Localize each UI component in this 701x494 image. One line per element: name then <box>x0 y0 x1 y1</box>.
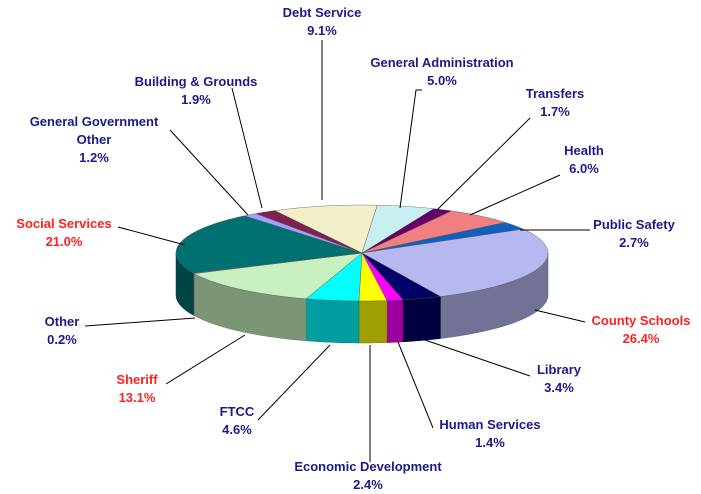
category-name: General Government Other <box>29 114 159 147</box>
slice-label: Sheriff 13.1% <box>97 371 177 407</box>
value-label: 1.7% <box>540 104 570 119</box>
slice-label: Building & Grounds 1.9% <box>121 73 271 109</box>
slice-label: Transfers 1.7% <box>495 85 615 121</box>
value-label: 2.7% <box>619 235 649 250</box>
pie-slice <box>361 222 525 254</box>
value-label: 3.4% <box>544 380 574 395</box>
category-name: Sheriff <box>116 372 158 387</box>
pie-slice <box>274 204 378 254</box>
value-label: 13.1% <box>118 390 156 405</box>
leader-line <box>165 334 246 385</box>
pie-side <box>386 299 404 343</box>
pie-slice <box>361 210 506 254</box>
leader-line <box>534 309 586 323</box>
category-name: Transfers <box>525 86 585 101</box>
leader-line <box>169 129 249 216</box>
value-label: 26.4% <box>622 331 660 346</box>
slice-label: General Government Other 1.2% <box>22 113 167 167</box>
slice-label: Public Safety 2.7% <box>574 216 694 252</box>
slice-label: County Schools 26.4% <box>571 312 701 348</box>
slice-label: Library 3.4% <box>499 361 619 397</box>
leader-line <box>84 317 196 327</box>
pie-slice <box>358 252 388 302</box>
slice-label: Human Services 1.4% <box>420 416 560 452</box>
slice-label: General Administration 5.0% <box>352 54 532 90</box>
category-name: Health <box>564 143 604 158</box>
category-name: Debt Service <box>282 5 362 20</box>
pie-side <box>402 296 441 343</box>
value-label: 6.0% <box>569 161 599 176</box>
slice-label: Other 0.2% <box>22 313 102 349</box>
value-label: 0.2% <box>47 332 77 347</box>
leader-line <box>469 174 561 216</box>
leader-line <box>399 89 422 209</box>
value-label: 2.4% <box>353 477 383 492</box>
leader-line <box>424 339 531 377</box>
value-label: 9.1% <box>307 23 337 38</box>
slice-label: Social Services 21.0% <box>0 215 129 251</box>
category-name: FTCC <box>219 404 255 419</box>
pie-slice <box>255 210 363 254</box>
category-name: Economic Development <box>294 459 442 474</box>
pie-side <box>305 298 360 344</box>
leader-line <box>397 341 434 429</box>
pie-slice <box>361 204 435 254</box>
category-name: General Administration <box>370 55 514 70</box>
value-label: 4.6% <box>222 422 252 437</box>
value-label: 5.0% <box>427 73 457 88</box>
category-name: Human Services <box>439 417 541 432</box>
pie-side <box>358 300 388 344</box>
leader-line <box>231 87 263 209</box>
category-name: Public Safety <box>593 217 675 232</box>
pie-slice <box>361 252 442 301</box>
pie-slice <box>175 215 363 274</box>
pie-slice <box>193 252 363 300</box>
slice-label: FTCC 4.6% <box>197 403 277 439</box>
slice-label: Debt Service 9.1% <box>262 4 382 40</box>
category-name: Social Services <box>16 216 112 231</box>
slice-label: Economic Development 2.4% <box>273 458 463 494</box>
category-name: Library <box>536 362 582 377</box>
value-label: 21.0% <box>45 234 83 249</box>
leader-line <box>257 344 331 421</box>
value-label: 1.2% <box>79 150 109 165</box>
value-label: 1.4% <box>475 435 505 450</box>
pie-slice <box>305 252 363 302</box>
category-name: Other <box>44 314 80 329</box>
value-label: 1.9% <box>181 92 211 107</box>
category-name: County Schools <box>591 313 691 328</box>
leader-line <box>436 117 531 211</box>
leader-line <box>117 226 186 246</box>
pie-slice <box>361 228 549 297</box>
slice-label: Health 6.0% <box>524 142 644 178</box>
category-name: Building & Grounds <box>134 74 258 89</box>
